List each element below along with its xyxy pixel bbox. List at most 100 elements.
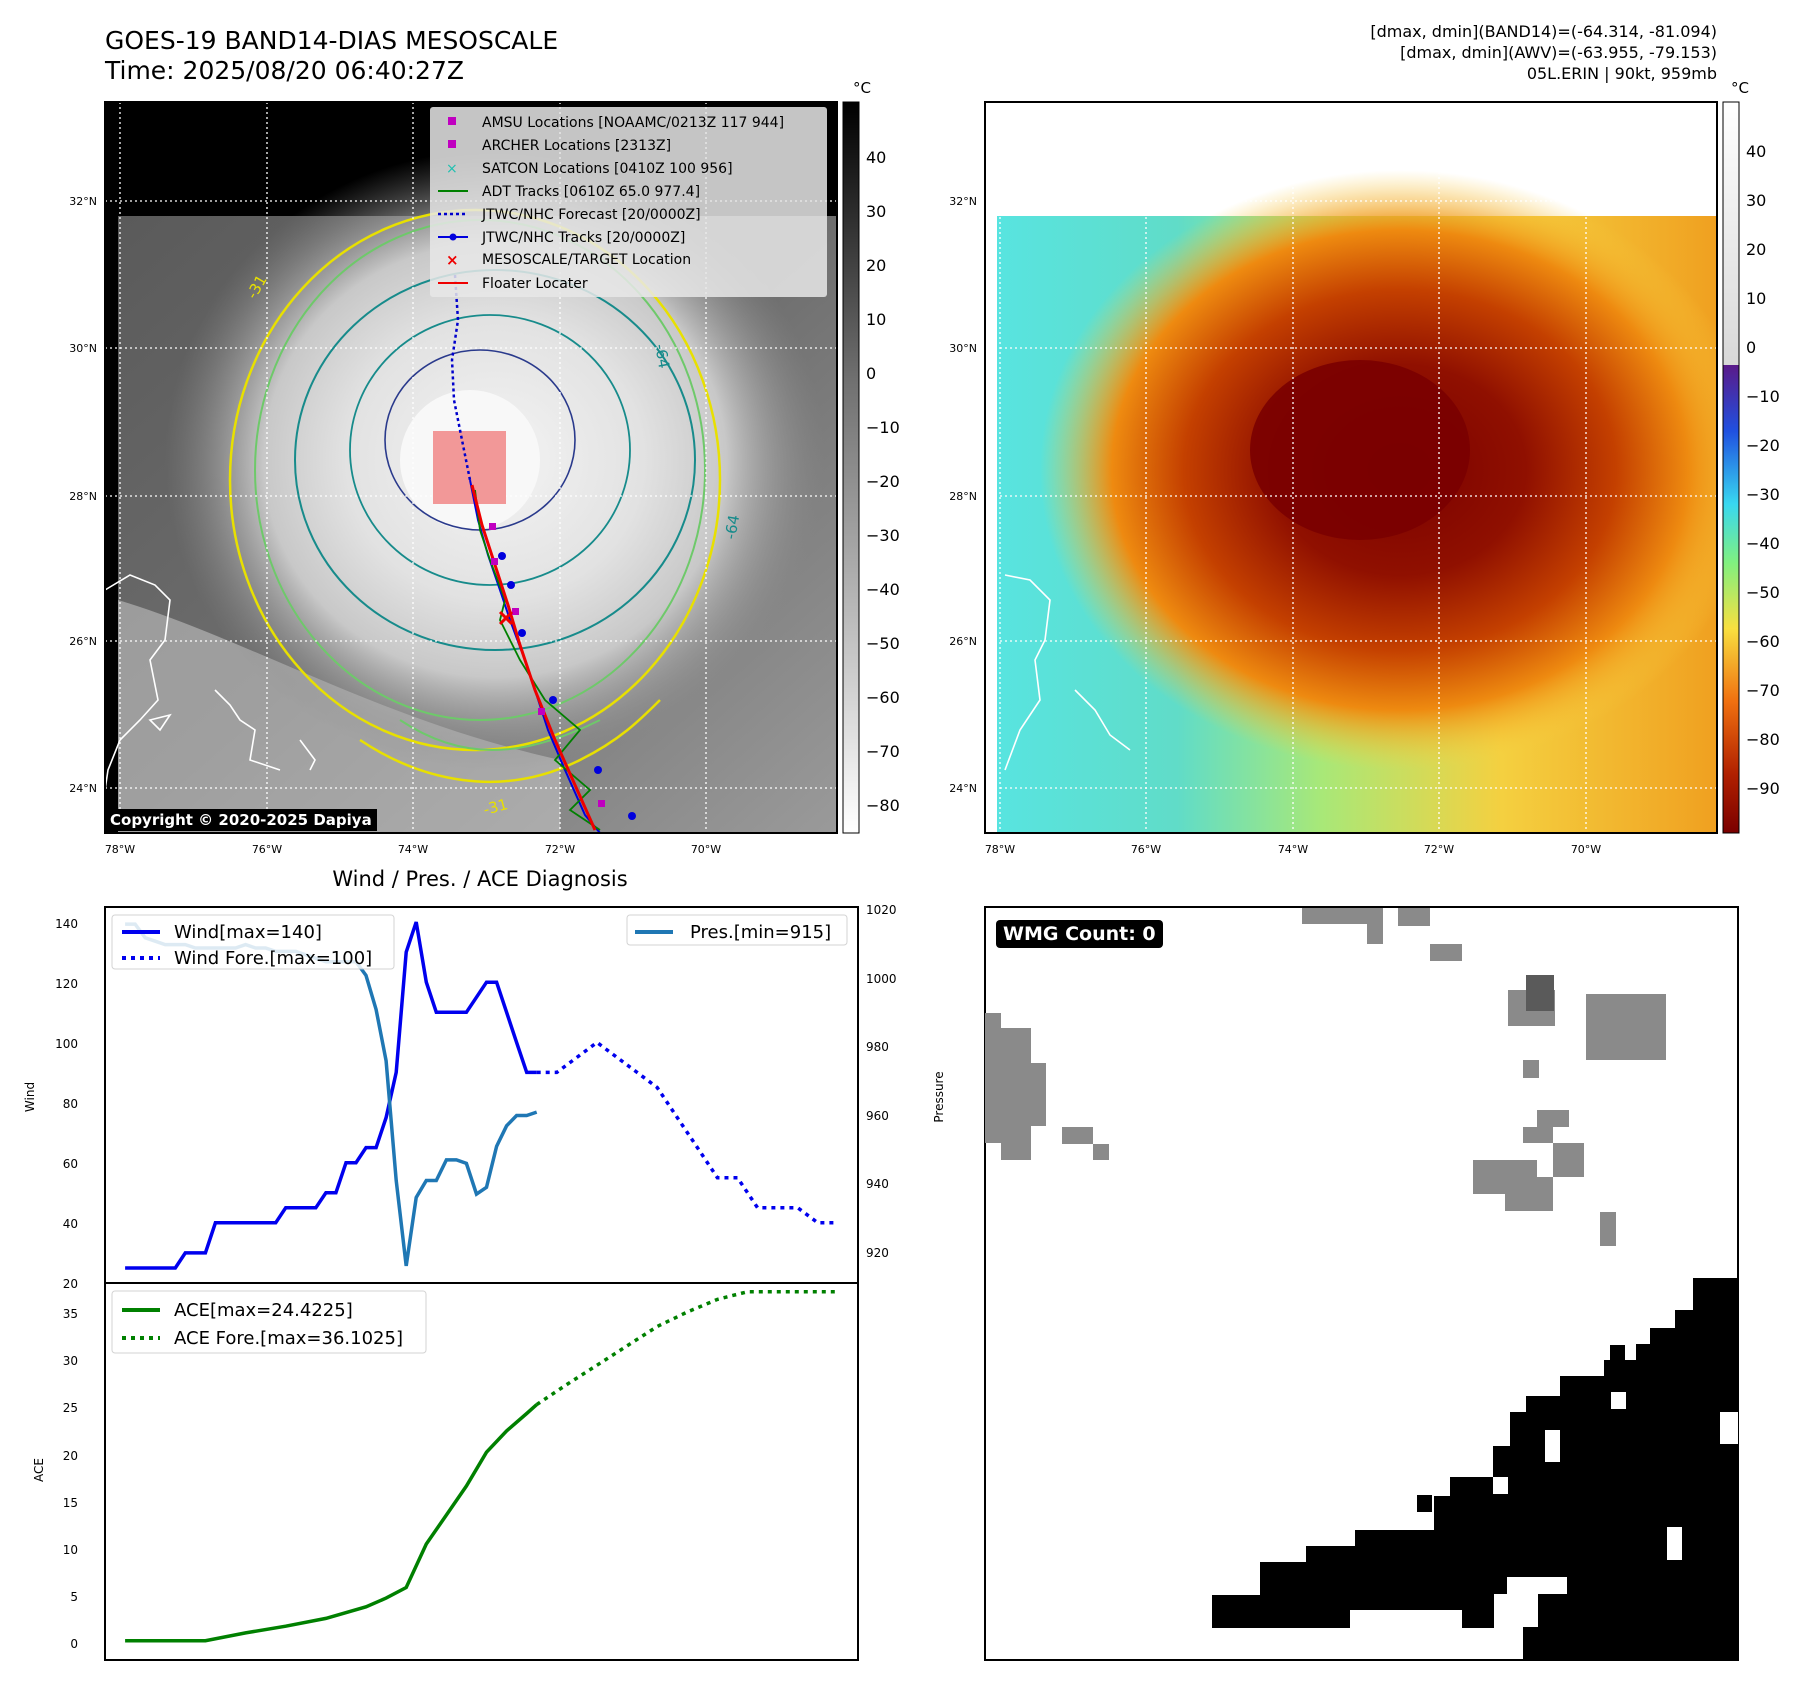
- svg-text:32°N: 32°N: [949, 195, 977, 208]
- svg-text:−10: −10: [866, 418, 900, 437]
- ace-y-ticks: 35 30 25 20 15 10 5 0: [63, 1307, 78, 1651]
- svg-text:ARCHER Locations [2313Z]: ARCHER Locations [2313Z]: [482, 138, 671, 154]
- svg-text:20: 20: [63, 1277, 78, 1291]
- bahamas-coastline-1: [214, 689, 281, 771]
- svg-text:26°N: 26°N: [949, 635, 977, 648]
- ace-axis-label: ACE: [32, 1458, 46, 1482]
- svg-text:30: 30: [866, 202, 886, 221]
- svg-text:−40: −40: [866, 580, 900, 599]
- pres-legend-label: Pres.[min=915]: [690, 922, 831, 943]
- svg-text:120: 120: [55, 977, 78, 991]
- svg-text:SATCON Locations [0410Z 100 95: SATCON Locations [0410Z 100 956]: [482, 161, 733, 177]
- contour-teal-inner: [349, 314, 631, 586]
- wind-series-0: [125, 921, 537, 1270]
- ir-map-frame: [104, 101, 838, 834]
- wind-legend-label: Wind[max=140]: [174, 922, 322, 943]
- mesoscale-x-marker: [498, 610, 514, 626]
- legend-entry-jtwc-tracks: JTWC/NHC Tracks [20/0000Z]: [438, 230, 685, 246]
- amsu-archer-points: [489, 523, 605, 807]
- ace-series-0: [125, 1403, 538, 1643]
- svg-text:26°N: 26°N: [69, 635, 97, 648]
- svg-text:74°W: 74°W: [1278, 843, 1308, 856]
- svg-text:940: 940: [866, 1177, 889, 1191]
- wmg-white-holes: [1493, 1392, 1738, 1594]
- track-legend: AMSU Locations [NOAAMC/0213Z 117 944] AR…: [430, 107, 827, 297]
- svg-text:30°N: 30°N: [949, 342, 977, 355]
- svg-text:−20: −20: [1746, 436, 1780, 455]
- svg-text:−70: −70: [866, 742, 900, 761]
- svg-text:25: 25: [63, 1401, 78, 1415]
- svg-text:−60: −60: [866, 688, 900, 707]
- svg-text:−60: −60: [1746, 632, 1780, 651]
- svg-text:15: 15: [63, 1496, 78, 1510]
- awv-coastline: [1004, 574, 1131, 771]
- pres-legend: Pres.[min=915]: [626, 914, 848, 946]
- wind-legend: Wind[max=140] Wind Fore.[max=100]: [111, 914, 395, 970]
- wind-axes-frame: [104, 906, 859, 1284]
- svg-text:MESOSCALE/TARGET Location: MESOSCALE/TARGET Location: [482, 252, 691, 268]
- svg-text:35: 35: [63, 1307, 78, 1321]
- contour-label-4: -31: [481, 795, 509, 819]
- svg-text:−20: −20: [866, 472, 900, 491]
- ir-lon-ticks: 78°W 76°W 74°W 72°W 70°W: [105, 843, 721, 856]
- legend-entry-satcon: × SATCON Locations [0410Z 100 956]: [446, 161, 733, 177]
- wind-series-group: [125, 921, 838, 1270]
- awv-colorbar-unit: °C: [1731, 79, 1749, 97]
- wmg-count-badge: WMG Count: 0: [996, 920, 1163, 948]
- svg-text:78°W: 78°W: [105, 843, 135, 856]
- ace-series-1: [535, 1289, 838, 1407]
- wind-axis-label: Wind: [23, 1082, 37, 1112]
- svg-text:76°W: 76°W: [1131, 843, 1161, 856]
- awv-lat-ticks: 32°N 30°N 28°N 26°N 24°N: [949, 195, 977, 795]
- awv-colorbar: °C 40 30 20 10 0 −10 −20 −30 −40 −50 −60…: [1722, 79, 1780, 834]
- awv-map-frame: [984, 101, 1718, 834]
- legend-entry-jtwc-forecast: JTWC/NHC Forecast [20/0000Z]: [438, 207, 701, 223]
- stats-awv: [dmax, dmin](AWV)=(-63.955, -79.153): [1400, 43, 1717, 62]
- svg-text:24°N: 24°N: [69, 782, 97, 795]
- svg-text:−40: −40: [1746, 534, 1780, 553]
- wmg-gray-cells: [985, 908, 1666, 1246]
- svg-text:Floater Locater: Floater Locater: [482, 276, 588, 292]
- awv-gridlines: [985, 102, 1717, 833]
- svg-text:10: 10: [866, 310, 886, 329]
- svg-text:−30: −30: [866, 526, 900, 545]
- svg-text:920: 920: [866, 1246, 889, 1260]
- svg-text:30: 30: [1746, 191, 1766, 210]
- svg-text:−80: −80: [1746, 730, 1780, 749]
- awv-storm-center: [1250, 360, 1470, 540]
- svg-text:ADT Tracks [0610Z 65.0 977.4]: ADT Tracks [0610Z 65.0 977.4]: [482, 184, 700, 200]
- contour-label-1: -64: [651, 343, 673, 370]
- awv-map-panel: 32°N 30°N 28°N 26°N 24°N 78°W 76°W 74°W …: [949, 101, 1718, 856]
- bahamas-coastline-2: [148, 713, 316, 771]
- svg-text:140: 140: [55, 917, 78, 931]
- svg-text:1000: 1000: [866, 972, 897, 986]
- stats-band14: [dmax, dmin](BAND14)=(-64.314, -81.094): [1370, 22, 1717, 41]
- svg-text:78°W: 78°W: [985, 843, 1015, 856]
- svg-text:0: 0: [1746, 338, 1756, 357]
- wmg-black-region: [1212, 1278, 1738, 1660]
- legend-box: [430, 107, 827, 297]
- storm-info: 05L.ERIN | 90kt, 959mb: [1526, 64, 1717, 83]
- svg-text:70°W: 70°W: [1571, 843, 1601, 856]
- pres-axis-label: Pressure: [932, 1071, 946, 1122]
- svg-text:−30: −30: [1746, 485, 1780, 504]
- legend-entry-amsu: AMSU Locations [NOAAMC/0213Z 117 944]: [448, 115, 784, 131]
- svg-text:100: 100: [55, 1037, 78, 1051]
- figure-time: Time: 2025/08/20 06:40:27Z: [105, 56, 464, 85]
- wmg-panel: [984, 906, 1739, 1661]
- wind-y-ticks: 140 120 100 80 60 40 20: [55, 917, 78, 1291]
- svg-text:−80: −80: [866, 796, 900, 815]
- ace-legend: ACE[max=24.4225] ACE Fore.[max=36.1025]: [111, 1290, 427, 1354]
- svg-text:10: 10: [1746, 289, 1766, 308]
- svg-text:28°N: 28°N: [949, 490, 977, 503]
- svg-text:980: 980: [866, 1040, 889, 1054]
- awv-lon-ticks: 78°W 76°W 74°W 72°W 70°W: [985, 843, 1601, 856]
- svg-text:−50: −50: [1746, 583, 1780, 602]
- svg-text:JTWC/NHC Tracks [20/0000Z]: JTWC/NHC Tracks [20/0000Z]: [481, 230, 685, 246]
- svg-text:20: 20: [866, 256, 886, 275]
- mesoscale-target-box: [433, 431, 506, 504]
- diagnosis-title: Wind / Pres. / ACE Diagnosis: [332, 867, 627, 891]
- wind-series-1: [536, 1040, 838, 1225]
- ir-colorbar-unit: °C: [853, 79, 871, 97]
